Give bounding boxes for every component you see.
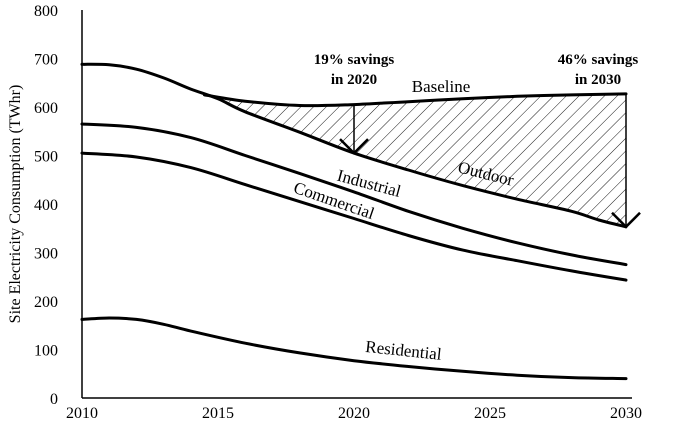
series-label-residential: Residential (365, 337, 443, 364)
annotation-savings-2020-line2: in 2020 (331, 72, 377, 88)
x-tick-label: 2030 (610, 405, 642, 422)
y-tick-label: 500 (34, 149, 58, 166)
x-tick-label: 2015 (202, 405, 234, 422)
y-tick-label: 200 (34, 294, 58, 311)
series-line-outdoor (80, 62, 628, 229)
savings-arrow-head-2020 (339, 138, 369, 155)
y-tick-label: 300 (34, 246, 58, 263)
annotation-savings-2030-line2: in 2030 (575, 72, 621, 88)
y-tick-label: 0 (50, 391, 58, 408)
annotation-savings-2020-line1: 19% savings (314, 52, 395, 68)
series-line-industrial (80, 122, 628, 267)
x-tick-label: 2025 (474, 405, 506, 422)
series-line-commercial (80, 151, 628, 282)
y-tick-label: 700 (34, 52, 58, 69)
series-line-residential (80, 316, 628, 381)
y-tick-label: 600 (34, 100, 58, 117)
series-line-baseline (202, 92, 628, 108)
y-tick-label: 800 (34, 3, 58, 20)
x-tick-label: 2020 (338, 405, 370, 422)
savings-hatched-area (204, 93, 626, 227)
y-axis-label: Site Electricity Consumption (TWhr) (7, 85, 24, 324)
y-tick-label: 100 (34, 343, 58, 360)
series-label-baseline: Baseline (412, 77, 471, 96)
x-tick-label: 2010 (66, 405, 98, 422)
annotation-savings-2030-line1: 46% savings (558, 52, 639, 68)
y-tick-label: 400 (34, 197, 58, 214)
savings-arrow-head-2030 (611, 211, 641, 229)
